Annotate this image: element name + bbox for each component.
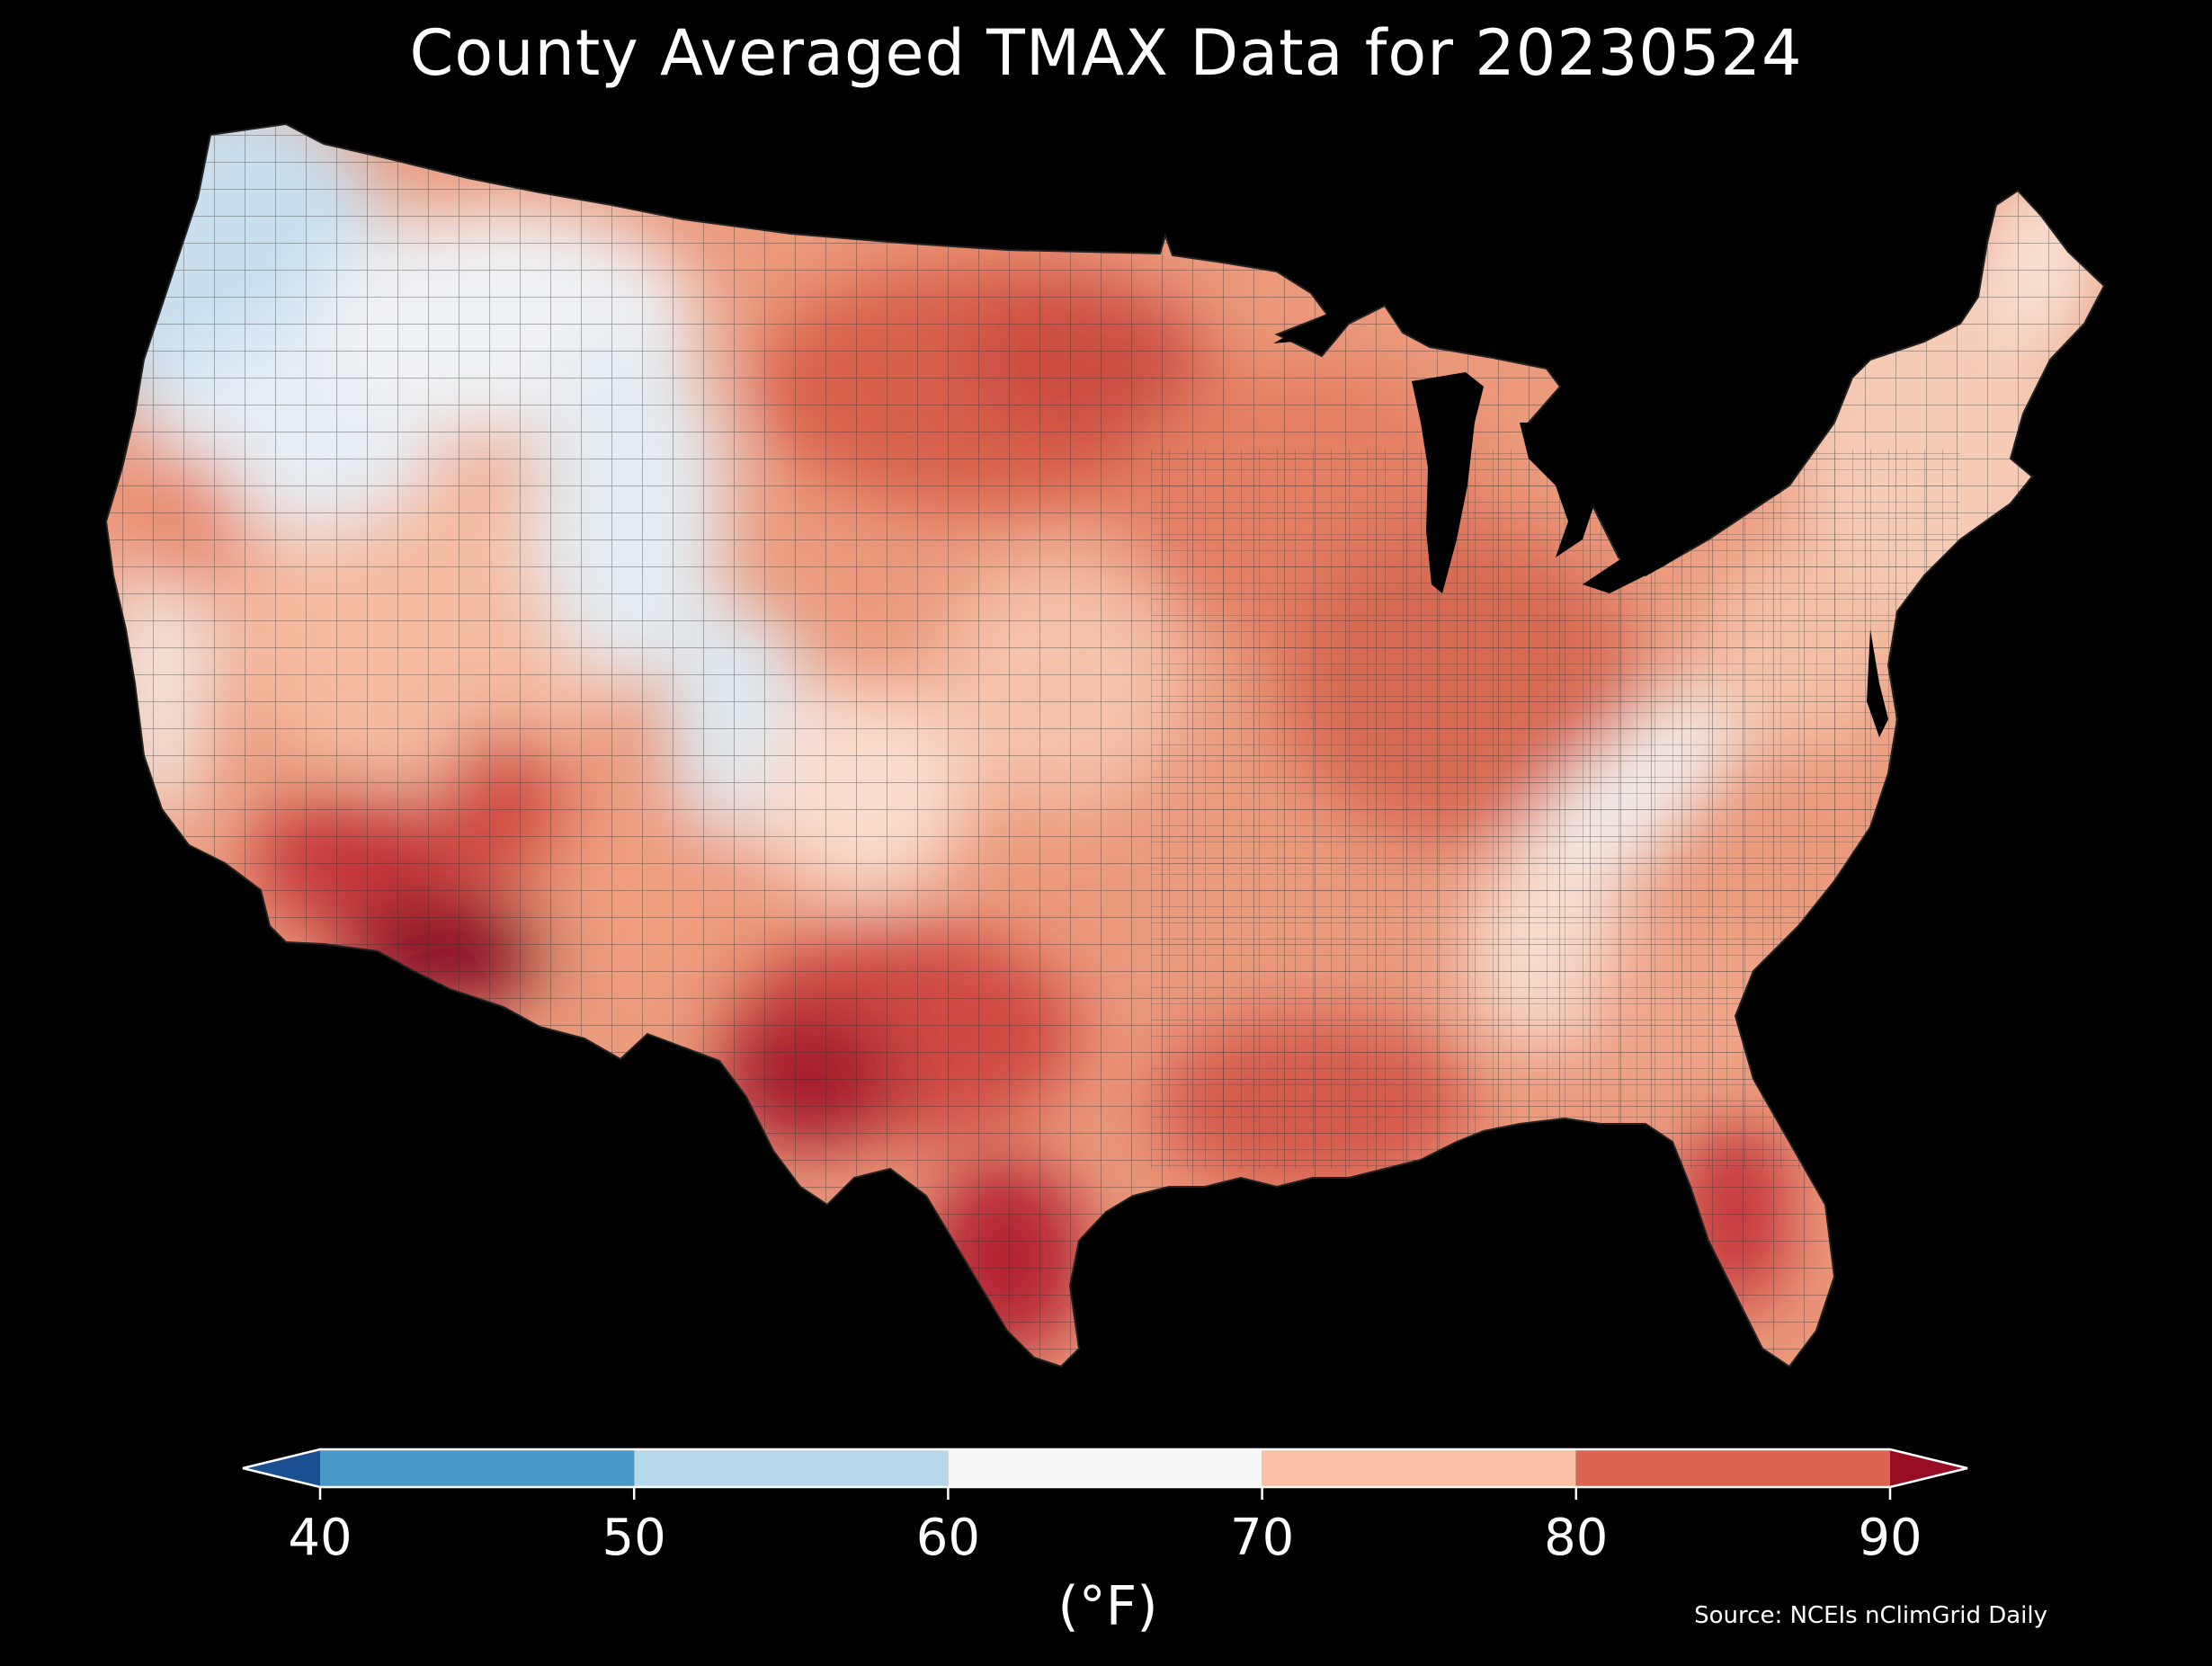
colorbar-tick-label-80: 80 bbox=[1544, 1509, 1609, 1567]
chart-title: County Averaged TMAX Data for 20230524 bbox=[409, 16, 1803, 90]
colorbar-bin-40-50 bbox=[320, 1449, 635, 1487]
colorbar-tick-label-50: 50 bbox=[602, 1509, 666, 1567]
colorbar-tick-label-70: 70 bbox=[1229, 1509, 1295, 1567]
colorbar-extend-low bbox=[243, 1449, 320, 1487]
great-lakes bbox=[1273, 288, 1780, 593]
colorbar-tick-label-60: 60 bbox=[915, 1509, 981, 1567]
colorbar-tick-label-40: 40 bbox=[288, 1509, 352, 1567]
colorbar-bin-50-60 bbox=[634, 1449, 949, 1487]
colorbar-bin-60-70 bbox=[948, 1449, 1262, 1487]
colorbar-extend-high bbox=[1890, 1449, 1967, 1487]
colorbar-bin-70-80 bbox=[1262, 1449, 1576, 1487]
colorbar-tick-label-90: 90 bbox=[1858, 1509, 1922, 1567]
chesapeake-bay bbox=[1867, 629, 1888, 737]
colorbar-bin-80-90 bbox=[1575, 1449, 1890, 1487]
source-note: Source: NCEIs nClimGrid Daily bbox=[1694, 1602, 2047, 1629]
colorbar-unit-label: (°F) bbox=[1057, 1575, 1158, 1638]
